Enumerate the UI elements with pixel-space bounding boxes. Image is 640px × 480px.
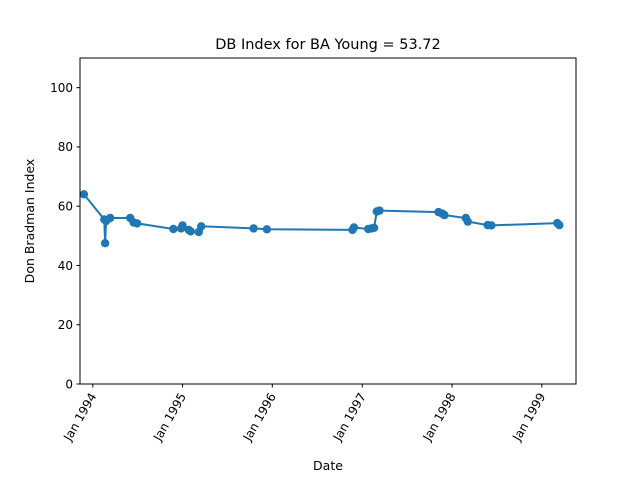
data-point	[132, 219, 142, 228]
data-point	[106, 213, 115, 223]
chart-title: DB Index for BA Young = 53.72	[215, 37, 441, 53]
data-point	[178, 221, 187, 230]
data-point	[349, 223, 359, 232]
data-point	[100, 239, 110, 248]
data-point	[262, 225, 272, 234]
y-tick-label: 100	[50, 81, 73, 95]
y-tick-label: 40	[58, 259, 73, 273]
data-point	[487, 221, 496, 230]
y-tick-label: 60	[58, 199, 73, 213]
data-point	[197, 222, 206, 231]
y-tick-label: 80	[58, 140, 73, 154]
plot-frame	[79, 57, 577, 385]
data-point	[186, 227, 195, 236]
data-point	[463, 217, 472, 226]
data-point	[79, 190, 89, 199]
data-point	[369, 223, 379, 232]
data-point	[249, 224, 258, 233]
series-layer	[79, 190, 564, 248]
y-tick-label: 20	[58, 318, 73, 332]
data-point	[555, 220, 564, 230]
data-point	[440, 210, 449, 220]
y-axis-label: Don Bradman Index	[22, 159, 37, 284]
x-axis-label: Date	[313, 458, 343, 473]
data-point	[375, 206, 384, 215]
data-point	[169, 224, 178, 234]
y-tick-label: 0	[65, 377, 73, 391]
